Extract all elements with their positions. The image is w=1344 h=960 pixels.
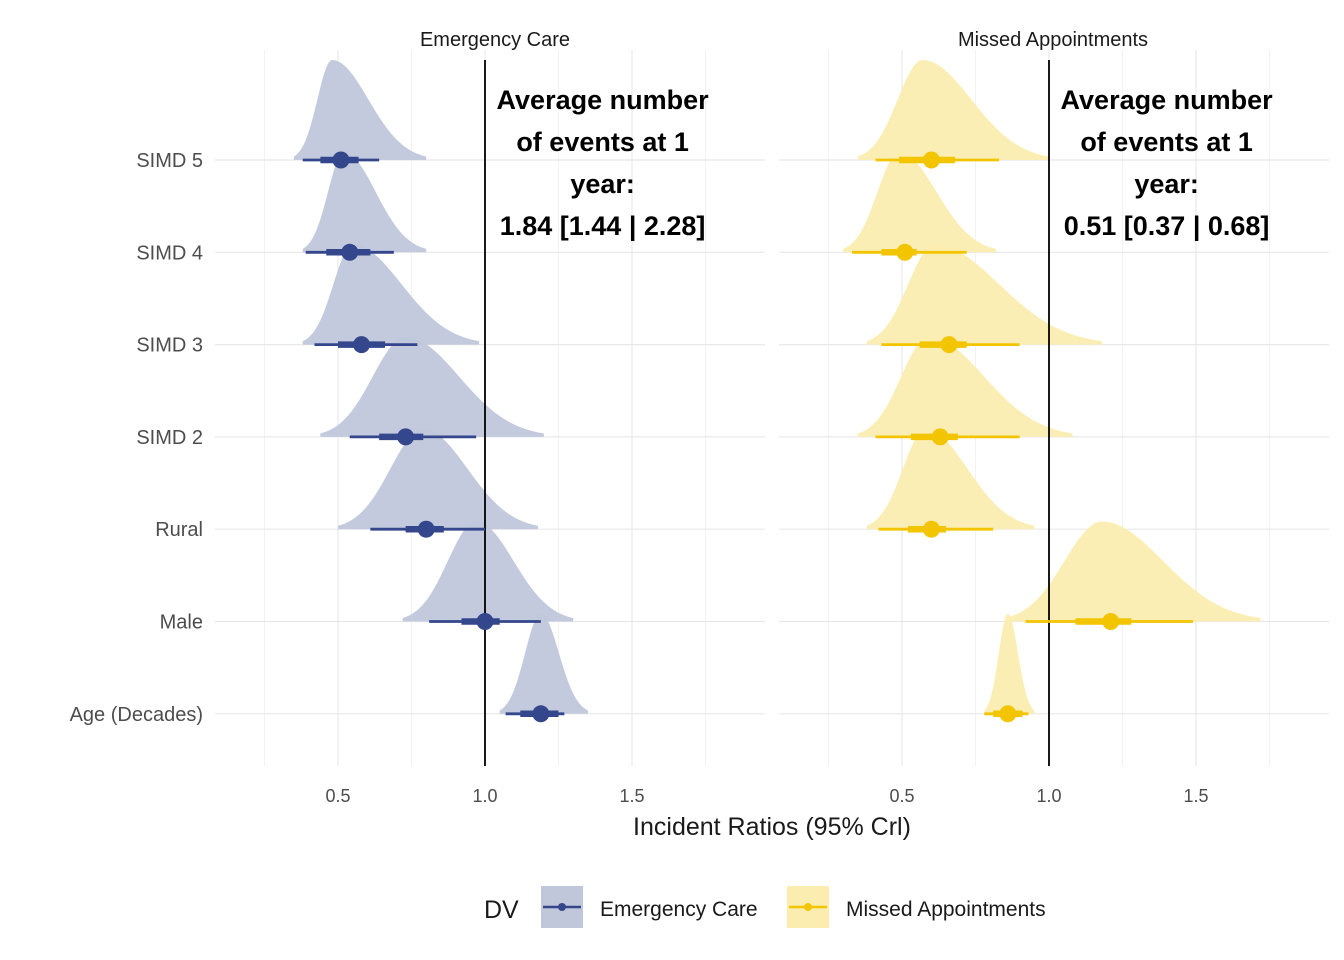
median-point-missed-appointments-rural — [922, 520, 940, 538]
median-point-emergency-care-simd-2 — [397, 428, 415, 446]
median-point-emergency-care-simd-3 — [353, 336, 371, 354]
annotation-line-missed-appointments: year: — [1134, 169, 1199, 199]
median-point-emergency-care-male — [476, 613, 494, 630]
median-point-missed-appointments-male — [1102, 613, 1120, 630]
x-tick-label-missed-appointments: 1.0 — [1036, 786, 1061, 806]
density-emergency-care-male — [402, 521, 574, 622]
density-missed-appointments-simd-3 — [866, 244, 1102, 345]
annotation-line-emergency-care: of events at 1 — [516, 127, 689, 157]
median-point-emergency-care-simd-4 — [341, 243, 359, 261]
legend: DV Emergency Care Missed Appointments — [484, 886, 1046, 928]
median-point-emergency-care-simd-5 — [332, 151, 350, 169]
median-point-missed-appointments-age-decades — [999, 705, 1017, 723]
panel-emergency-care: Emergency Care Average number of events at… — [215, 29, 765, 806]
legend-key-point-emergency-care — [558, 903, 566, 911]
annotation-line-emergency-care: 1.84 [1.44 | 2.28] — [500, 211, 706, 241]
density-emergency-care-simd-4 — [302, 152, 427, 253]
median-point-missed-appointments-simd-4 — [896, 243, 914, 261]
density-missed-appointments-male — [1004, 521, 1261, 622]
y-tick-label-simd-5: SIMD 5 — [136, 150, 203, 172]
panel-title-emergency-care: Emergency Care — [420, 29, 570, 51]
annotation-line-emergency-care: Average number — [497, 85, 710, 115]
density-missed-appointments-simd-5 — [857, 60, 1049, 160]
annotation-line-missed-appointments: 0.51 [0.37 | 0.68] — [1064, 211, 1270, 241]
x-axis-label: Incident Ratios (95% Crl) — [633, 813, 911, 841]
density-emergency-care-simd-3 — [302, 244, 480, 345]
legend-key-point-missed-appointments — [804, 903, 812, 911]
median-point-missed-appointments-simd-5 — [922, 151, 940, 169]
legend-label-emergency-care: Emergency Care — [600, 898, 758, 921]
median-point-missed-appointments-simd-3 — [940, 336, 958, 354]
density-missed-appointments-age-decades — [984, 613, 1035, 714]
y-tick-label-simd-2: SIMD 2 — [136, 427, 203, 449]
x-tick-label-emergency-care: 0.5 — [325, 786, 350, 806]
x-tick-label-emergency-care: 1.5 — [619, 786, 644, 806]
median-point-emergency-care-rural — [417, 520, 435, 538]
y-tick-label-male: Male — [160, 612, 203, 634]
annotation-line-missed-appointments: Average number — [1061, 85, 1274, 115]
density-emergency-care-age-decades — [499, 613, 588, 714]
y-tick-label-simd-4: SIMD 4 — [136, 242, 203, 264]
density-missed-appointments-simd-4 — [843, 152, 997, 253]
annotation-line-emergency-care: year: — [570, 169, 635, 199]
median-point-emergency-care-age-decades — [532, 705, 550, 723]
y-tick-label-simd-3: SIMD 3 — [136, 335, 203, 357]
annotation-line-missed-appointments: of events at 1 — [1080, 127, 1253, 157]
x-tick-label-emergency-care: 1.0 — [472, 786, 497, 806]
legend-label-missed-appointments: Missed Appointments — [846, 898, 1046, 921]
density-emergency-care-simd-5 — [293, 60, 427, 161]
y-tick-label-age-decades: Age (Decades) — [70, 704, 203, 726]
legend-title: DV — [484, 896, 519, 924]
x-tick-label-missed-appointments: 0.5 — [889, 786, 914, 806]
panel-title-missed-appointments: Missed Appointments — [958, 29, 1148, 51]
density-missed-appointments-rural — [866, 429, 1035, 530]
x-tick-label-missed-appointments: 1.5 — [1183, 786, 1208, 806]
y-tick-label-rural: Rural — [155, 519, 203, 541]
density-missed-appointments-simd-2 — [857, 336, 1073, 437]
density-emergency-care-simd-2 — [320, 336, 544, 437]
density-emergency-care-rural — [338, 429, 538, 530]
median-point-missed-appointments-simd-2 — [931, 428, 949, 446]
panel-missed-appointments: Missed Appointments Average number of even… — [779, 29, 1329, 806]
